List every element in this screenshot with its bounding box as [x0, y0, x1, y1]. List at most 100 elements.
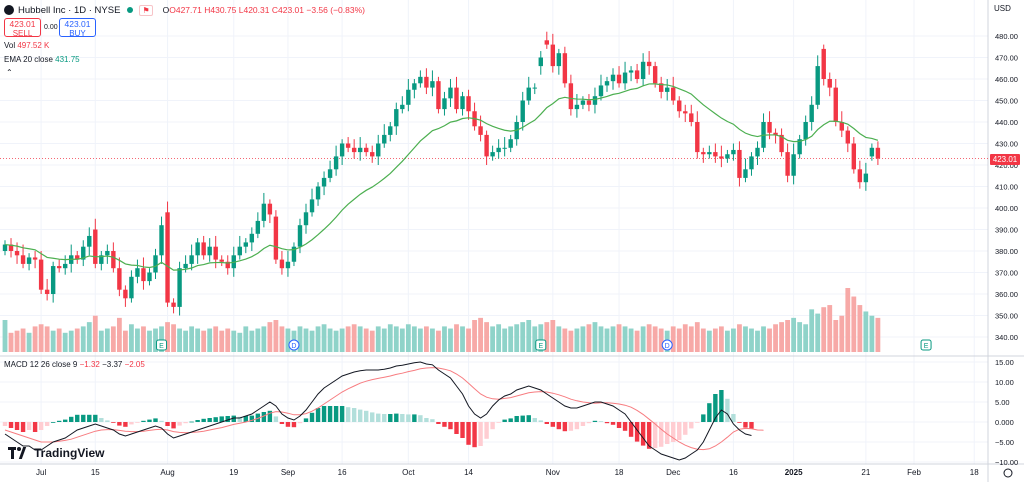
volume-bar [2, 320, 8, 352]
candle-body [75, 255, 80, 260]
macd-histogram-bar [243, 416, 248, 422]
price-tick-label: 410.00 [995, 183, 1018, 192]
currency-label[interactable]: USD [994, 4, 1011, 13]
macd-histogram-bar [285, 422, 291, 427]
volume-bar [62, 332, 68, 352]
macd-histogram-bar [297, 422, 303, 424]
candle-body [749, 156, 754, 170]
candle-body [44, 289, 50, 294]
volume-bar [610, 326, 616, 352]
candle-body [671, 87, 676, 101]
candle-body [490, 152, 495, 157]
macd-histogram-bar [370, 412, 375, 422]
candle-body [502, 147, 507, 149]
candle-body [731, 149, 736, 155]
time-tick-label: 21 [861, 468, 870, 477]
volume-bar [857, 305, 863, 352]
macd-histogram-bar [743, 422, 748, 428]
candle-body [117, 268, 122, 290]
macd-histogram-bar [394, 413, 399, 422]
volume-legend[interactable]: Vol 497.52 K [4, 41, 49, 50]
ohlc-low: L420.31 [238, 5, 270, 15]
candle-body [809, 104, 814, 122]
macd-histogram-bar [63, 419, 68, 422]
macd-histogram-bar [544, 422, 549, 424]
volume-bar [116, 317, 122, 352]
buy-price: 423.01 [64, 19, 91, 29]
candle-body [442, 98, 447, 110]
macd-histogram-bar [219, 416, 224, 422]
volume-bar [743, 326, 748, 352]
ema-legend[interactable]: EMA 20 close 431.75 [4, 55, 80, 64]
macd-legend[interactable]: MACD 12 26 close 9 −1.32 −3.37 −2.05 [4, 360, 145, 369]
macd-histogram-bar [460, 422, 465, 438]
macd-histogram-bar [671, 422, 676, 442]
candle-body [87, 235, 92, 247]
symbol-title[interactable]: Hubbell Inc · 1D · NYSE [18, 4, 121, 16]
macd-histogram-bar [496, 422, 501, 423]
volume-bar [652, 326, 658, 352]
macd-histogram-bar [339, 406, 345, 422]
time-tick-label: 14 [464, 468, 473, 477]
tradingview-logo[interactable]: TradingView [8, 446, 104, 460]
macd-histogram-bar [8, 422, 14, 428]
volume-bar [177, 328, 182, 352]
collapse-legend-icon[interactable]: ⌃ [6, 68, 13, 77]
macd-histogram-bar [580, 422, 586, 426]
candle-body [448, 87, 453, 99]
volume-bar [345, 326, 351, 352]
price-tick-label: 430.00 [995, 140, 1018, 149]
candle-body [767, 122, 772, 133]
volume-bar [363, 328, 369, 352]
candle-body [701, 152, 706, 155]
macd-histogram-bar [592, 420, 598, 422]
macd-tick-label: −10.00 [995, 458, 1018, 467]
macd-histogram-bar [44, 422, 50, 426]
buy-button[interactable]: 423.01 BUY [59, 18, 96, 38]
macd-histogram-bar [448, 422, 453, 430]
macd-histogram-bar [2, 422, 8, 426]
candle-body [592, 96, 598, 105]
candle-body [111, 251, 116, 269]
volume-bar [315, 326, 321, 352]
volume-bar [688, 326, 694, 352]
volume-bar [26, 332, 32, 352]
volume-bar [74, 328, 80, 352]
price-axis: 340.00 350.00 360.00 370.00 380.00 390.00 400.… [995, 32, 1018, 478]
volume-bar [466, 328, 471, 352]
volume-bar [80, 326, 86, 352]
candle-body [773, 132, 778, 135]
candle-body [309, 199, 315, 213]
candle-body [183, 263, 188, 269]
volume-bar [839, 315, 845, 352]
macd-histogram-bar [418, 415, 423, 422]
candle-body [273, 216, 279, 260]
sell-label: SELL [12, 29, 33, 38]
macd-histogram-bar [123, 422, 128, 427]
volume-bar [267, 322, 273, 352]
volume-bar [430, 328, 435, 352]
candle-body [141, 268, 146, 282]
price-tick-label: 360.00 [995, 290, 1018, 299]
volume-bar [676, 328, 682, 352]
volume-bar [357, 326, 363, 352]
price-tick-label: 400.00 [995, 204, 1018, 213]
macd-line [4, 361, 752, 461]
volume-bar [399, 328, 405, 352]
time-tick-label: Oct [402, 468, 415, 477]
candle-body [869, 147, 875, 157]
volume-bar [436, 330, 441, 352]
macd-histogram-bar [279, 422, 285, 424]
time-tick-label: 18 [615, 468, 624, 477]
candle-body [153, 255, 158, 273]
volume-bar [797, 322, 803, 352]
macd-histogram-bar [749, 422, 754, 429]
candle-body [683, 111, 688, 114]
macd-histogram-bar [207, 418, 212, 422]
macd-histogram-bar [538, 420, 543, 422]
candle-body [165, 212, 170, 303]
flag-icon[interactable]: ⚑ [139, 4, 153, 16]
sell-button[interactable]: 423.01 SELL [4, 18, 41, 38]
candle-body [845, 130, 850, 144]
